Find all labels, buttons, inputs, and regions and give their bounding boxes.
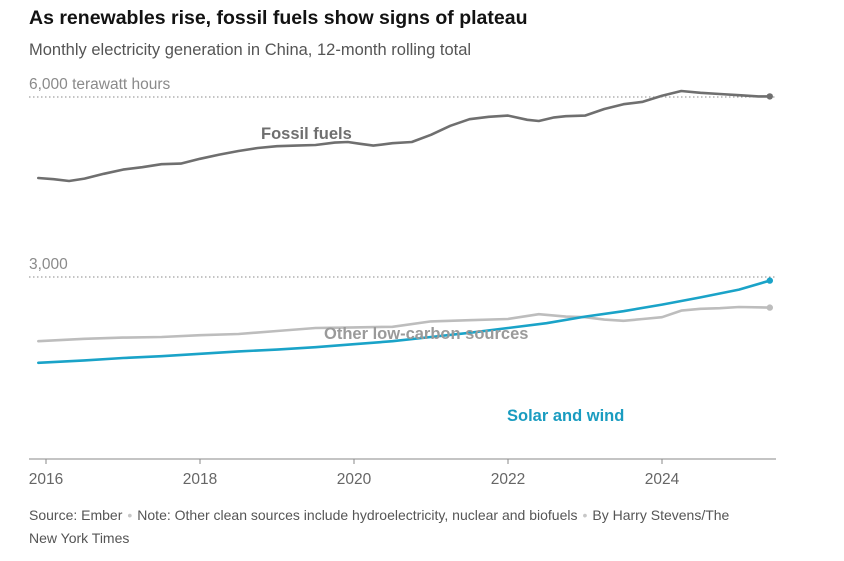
y-gridline-label: 3,000 (29, 256, 68, 273)
series-line-other-low-carbon-sources (37, 305, 772, 343)
source-text: Source: Ember (29, 507, 123, 523)
series-label: Solar and wind (507, 407, 624, 425)
y-gridline-label: 6,000 terawatt hours (29, 76, 171, 93)
note-text: Note: Other clean sources include hydroe… (137, 507, 578, 523)
chart-footer: Source: Ember • Note: Other clean sources … (29, 504, 759, 550)
chart-title: As renewables rise, fossil fuels show si… (29, 7, 528, 29)
series-line-solar-and-wind (37, 279, 772, 365)
separator-dot: • (582, 507, 588, 523)
series-end-dot-fossil-fuels (766, 93, 773, 100)
series-end-dot-other-low-carbon-sources (766, 304, 773, 311)
series-label: Other low-carbon sources (324, 325, 528, 343)
x-tick-label: 2022 (491, 471, 525, 488)
series-end-dot-solar-and-wind (766, 277, 773, 284)
line-chart: 6,000 terawatt hours 3,000 2016 2018 2020 202… (29, 76, 776, 488)
chart-subtitle: Monthly electricity generation in China,… (29, 41, 472, 59)
credit-text: By Harry Stevens/The New York Times (29, 507, 730, 546)
separator-dot: • (127, 507, 133, 523)
x-tick-label: 2016 (29, 471, 63, 488)
x-tick-label: 2020 (337, 471, 372, 488)
series-line-fossil-fuels (37, 89, 772, 183)
x-tick-label: 2018 (183, 471, 217, 488)
x-tick-label: 2024 (645, 471, 680, 488)
series-label: Fossil fuels (261, 125, 352, 143)
